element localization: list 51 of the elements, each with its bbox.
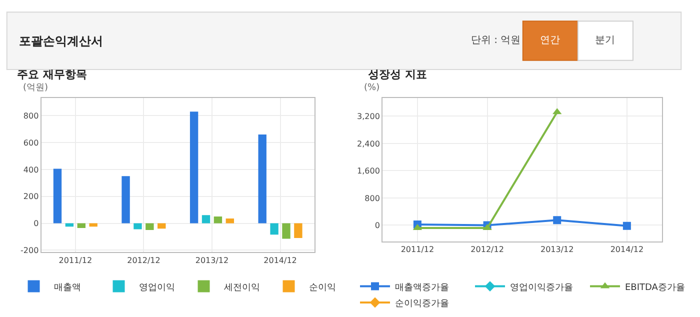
legend-label: EBITDA증가율 xyxy=(625,282,685,293)
y-tick-label: 400 xyxy=(23,165,39,174)
chart-title: 성장성 지표 xyxy=(368,68,427,81)
y-axis-title: (억원) xyxy=(23,83,48,93)
text: 연간 xyxy=(540,35,560,46)
bar xyxy=(53,168,62,224)
chart-title: 주요 재무항목 xyxy=(17,68,87,81)
bar xyxy=(202,215,210,224)
bar xyxy=(226,218,234,224)
legend-label: 세전이익 xyxy=(224,282,260,293)
x-tick-label: 2012/12 xyxy=(127,256,160,265)
y-axis-title: (%) xyxy=(364,83,380,93)
y-tick-label: 800 xyxy=(364,194,380,203)
bar xyxy=(77,223,86,228)
bar xyxy=(190,112,198,224)
legend-label: 매출액 xyxy=(54,282,81,293)
x-tick-label: 2013/12 xyxy=(195,256,229,265)
y-tick-label: 2,400 xyxy=(357,139,380,148)
text: 분기 xyxy=(595,35,615,46)
bar xyxy=(134,223,142,230)
text: 포괄손익계산서 xyxy=(19,34,103,48)
y-tick-label: 3,200 xyxy=(357,112,380,122)
y-tick-label: 0 xyxy=(374,221,380,230)
bar xyxy=(294,223,302,238)
legend-label: 영업이익증가율 xyxy=(510,282,573,293)
legend-label: 순이익증가율 xyxy=(395,299,450,310)
y-tick-label: 0 xyxy=(34,219,39,228)
legend-label: 순이익 xyxy=(308,282,336,293)
legend-label: 영업이익 xyxy=(138,282,175,293)
y-tick-label: 200 xyxy=(23,192,39,202)
legend-label: 매출액증가율 xyxy=(395,282,449,293)
bar xyxy=(258,134,266,224)
bar xyxy=(158,223,166,229)
text: 단위 : 억원 xyxy=(471,35,521,46)
x-tick-label: 2014/12 xyxy=(610,245,644,254)
y-tick-label: 800 xyxy=(23,111,39,120)
x-tick-label: 2013/12 xyxy=(540,245,574,254)
bar xyxy=(214,216,222,224)
x-tick-label: 2011/12 xyxy=(58,256,92,265)
bar xyxy=(282,223,290,239)
x-tick-label: 2011/12 xyxy=(400,245,434,254)
y-tick-label: 600 xyxy=(23,138,39,148)
point xyxy=(622,222,631,230)
y-tick-label: 1,600 xyxy=(357,166,380,176)
x-tick-label: 2014/12 xyxy=(264,256,297,265)
x-tick-label: 2012/12 xyxy=(470,245,504,254)
bar xyxy=(122,176,130,224)
point xyxy=(553,216,562,224)
bar xyxy=(146,223,154,230)
bar xyxy=(270,223,278,235)
y-tick-label: -200 xyxy=(20,246,39,255)
